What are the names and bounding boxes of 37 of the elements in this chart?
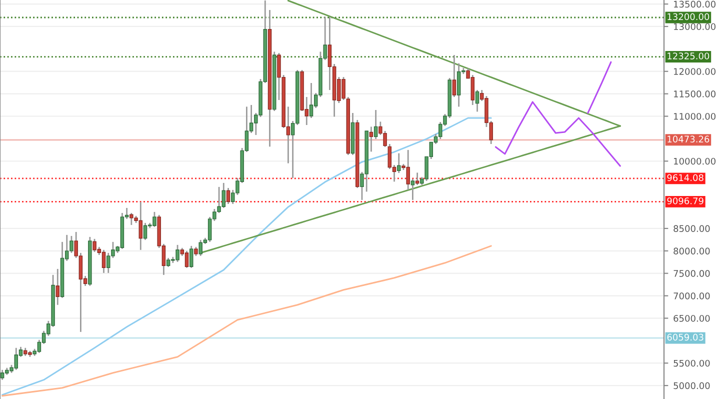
- candlestick: [143, 222, 148, 241]
- candlestick: [374, 109, 378, 140]
- candlestick: [56, 268, 60, 306]
- ref-line-label: 9096.79: [667, 197, 704, 204]
- y-tick-label: 13500.00: [674, 0, 716, 8]
- y-tick-label: 6500.00: [674, 314, 710, 322]
- candlestick: [226, 187, 230, 205]
- line-series: [2, 117, 492, 396]
- y-tick-label: 11500.00: [674, 90, 716, 98]
- y-tick-label: 12000.00: [674, 68, 716, 75]
- y-tick-label: 10000.00: [674, 158, 716, 165]
- ref-line-label: 6059.03: [667, 334, 704, 341]
- y-tick-label: 5500.00: [674, 360, 710, 367]
- y-tick-label: 11000.00: [674, 112, 716, 120]
- ref-line-label: 9614.08: [667, 174, 704, 182]
- y-tick-label: 7500.00: [674, 270, 710, 277]
- y-tick-label: 7000.00: [674, 292, 710, 300]
- candlestick: [309, 82, 314, 119]
- ref-line-label: 10473.26: [668, 136, 710, 143]
- line-series: [2, 245, 492, 397]
- ref-line-label: 13200.00: [668, 13, 710, 20]
- candlestick: [184, 250, 189, 269]
- line-series: [494, 101, 621, 167]
- candlestick: [475, 89, 480, 112]
- y-tick-label: 8500.00: [674, 225, 710, 232]
- candlestick: [388, 143, 392, 170]
- y-tick-label: 13000.00: [674, 23, 716, 30]
- candlestick: [396, 152, 401, 174]
- y-tick-label: 8000.00: [674, 248, 710, 254]
- ref-line-label: 12325.00: [668, 52, 710, 60]
- candlestick: [415, 172, 420, 186]
- candlestick: [369, 126, 374, 152]
- candlestick: [102, 249, 106, 274]
- candlestick: [189, 245, 194, 269]
- candlestick: [452, 54, 456, 98]
- candlestick: [410, 178, 415, 201]
- y-tick-label: 5000.00: [674, 382, 710, 390]
